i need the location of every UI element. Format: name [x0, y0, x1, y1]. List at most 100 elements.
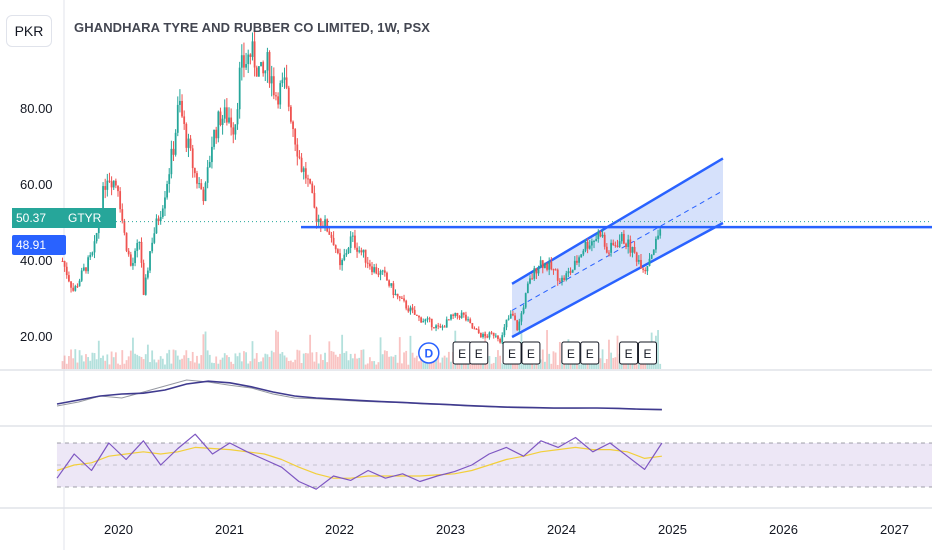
volume-bar	[328, 341, 331, 369]
volume-bar	[104, 360, 107, 369]
volume-bar	[420, 356, 423, 369]
candle-body	[516, 320, 519, 331]
candle-body	[428, 318, 431, 320]
candle-body	[304, 168, 307, 179]
currency-button[interactable]: PKR	[6, 15, 52, 47]
volume-bar	[499, 355, 501, 369]
earnings-marker-label: E	[458, 347, 466, 361]
candle-body	[492, 332, 495, 336]
candle-body	[618, 241, 621, 247]
candle-body	[430, 318, 433, 328]
volume-bar	[298, 350, 301, 369]
candle-body	[623, 233, 625, 244]
volume-bar	[138, 356, 141, 369]
earnings-marker	[561, 341, 581, 365]
volume-bar	[217, 363, 220, 369]
volume-bar	[95, 359, 98, 369]
volume-bar	[599, 358, 602, 369]
candle-body	[95, 233, 98, 242]
candle-body	[520, 313, 523, 322]
candle-body	[588, 245, 591, 249]
volume-bar	[556, 364, 559, 369]
volume-bar	[537, 360, 540, 369]
volume-bar	[97, 340, 100, 369]
volume-bar	[208, 354, 211, 369]
candle-body	[499, 338, 501, 343]
candle-body	[208, 162, 211, 168]
volume-bar	[78, 350, 81, 369]
candle-body	[134, 250, 136, 264]
candle-body	[157, 218, 160, 222]
candle-body	[268, 52, 271, 84]
candle-body	[554, 269, 557, 271]
candle-body	[74, 286, 77, 291]
candle-body	[445, 319, 448, 328]
volume-bar	[302, 353, 305, 369]
volume-bar	[76, 362, 79, 369]
candle-body	[443, 326, 446, 328]
candle-body	[652, 249, 655, 255]
candle-body	[234, 124, 237, 135]
volume-bar	[550, 363, 553, 369]
candle-body	[119, 191, 122, 210]
volume-bar	[142, 359, 145, 369]
y-tick-80: 80.00	[20, 101, 53, 116]
candle-body	[76, 286, 79, 288]
candle-body	[379, 271, 382, 275]
dividend-marker-label: D	[424, 347, 433, 361]
volume-bar	[413, 357, 416, 369]
volume-bar	[381, 354, 384, 369]
candle-body	[196, 173, 198, 184]
candle-body	[405, 300, 408, 309]
volume-bar	[411, 352, 414, 369]
candle-body	[422, 321, 425, 323]
candle-body	[63, 261, 66, 267]
candle-body	[482, 333, 484, 338]
volume-bar	[176, 355, 179, 369]
candle-body	[257, 66, 260, 77]
candle-body	[264, 70, 267, 74]
volume-bar	[362, 349, 365, 369]
candle-body	[544, 263, 546, 269]
volume-bar	[68, 356, 70, 369]
candle-body	[302, 168, 305, 172]
candle-body	[571, 269, 574, 273]
volume-bar	[74, 349, 77, 369]
candle-body	[174, 132, 177, 155]
volume-bar	[110, 351, 113, 369]
volume-bar	[386, 351, 388, 369]
candle-body	[501, 335, 504, 343]
volume-bar	[388, 356, 390, 369]
volume-bar	[343, 352, 346, 369]
candle-body	[563, 277, 566, 280]
volume-bar	[159, 356, 162, 369]
candle-body	[415, 314, 418, 316]
earnings-marker	[502, 341, 522, 365]
candle-body	[407, 308, 410, 312]
candle-body	[535, 268, 538, 274]
candle-body	[317, 218, 320, 223]
candle-body	[458, 316, 461, 318]
volume-bar	[332, 351, 335, 369]
candle-body	[249, 54, 252, 57]
volume-bar	[642, 362, 645, 369]
candle-body	[114, 180, 117, 186]
candle-body	[409, 307, 412, 312]
candle-body	[569, 271, 572, 273]
volume-bar	[458, 360, 461, 369]
x-tick-2021: 2021	[215, 522, 244, 537]
candle-body	[475, 328, 478, 330]
candle-body	[450, 314, 452, 320]
volume-bar	[82, 361, 85, 369]
candle-body	[78, 280, 81, 287]
earnings-marker	[469, 341, 489, 365]
candle-body	[364, 249, 367, 263]
candle-body	[541, 260, 544, 269]
volume-bar	[398, 337, 401, 369]
candle-body	[580, 254, 583, 258]
volume-bar	[85, 354, 87, 369]
chart-title: GHANDHARA TYRE AND RUBBER CO LIMITED, 1W…	[74, 20, 430, 35]
candle-body	[657, 235, 659, 239]
volume-bar	[187, 357, 190, 369]
